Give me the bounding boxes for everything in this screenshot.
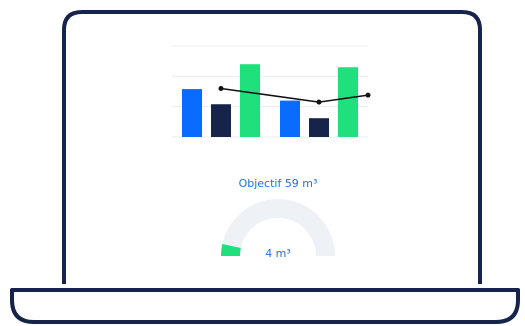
laptop-screen [62, 10, 482, 284]
bar [280, 100, 300, 137]
trend-point [316, 99, 322, 105]
bar [338, 67, 358, 137]
bar [240, 64, 260, 137]
trend-point [365, 92, 371, 98]
gauge-value [221, 243, 241, 256]
gauge-track [221, 199, 335, 256]
bar [211, 104, 231, 137]
bar [309, 118, 329, 137]
laptop-base [10, 288, 520, 324]
bar [182, 89, 202, 137]
gauge-value-label: 4 m³ [265, 247, 291, 260]
goal-label: Objectif 59 m³ [239, 177, 318, 190]
trend-point [218, 85, 224, 91]
